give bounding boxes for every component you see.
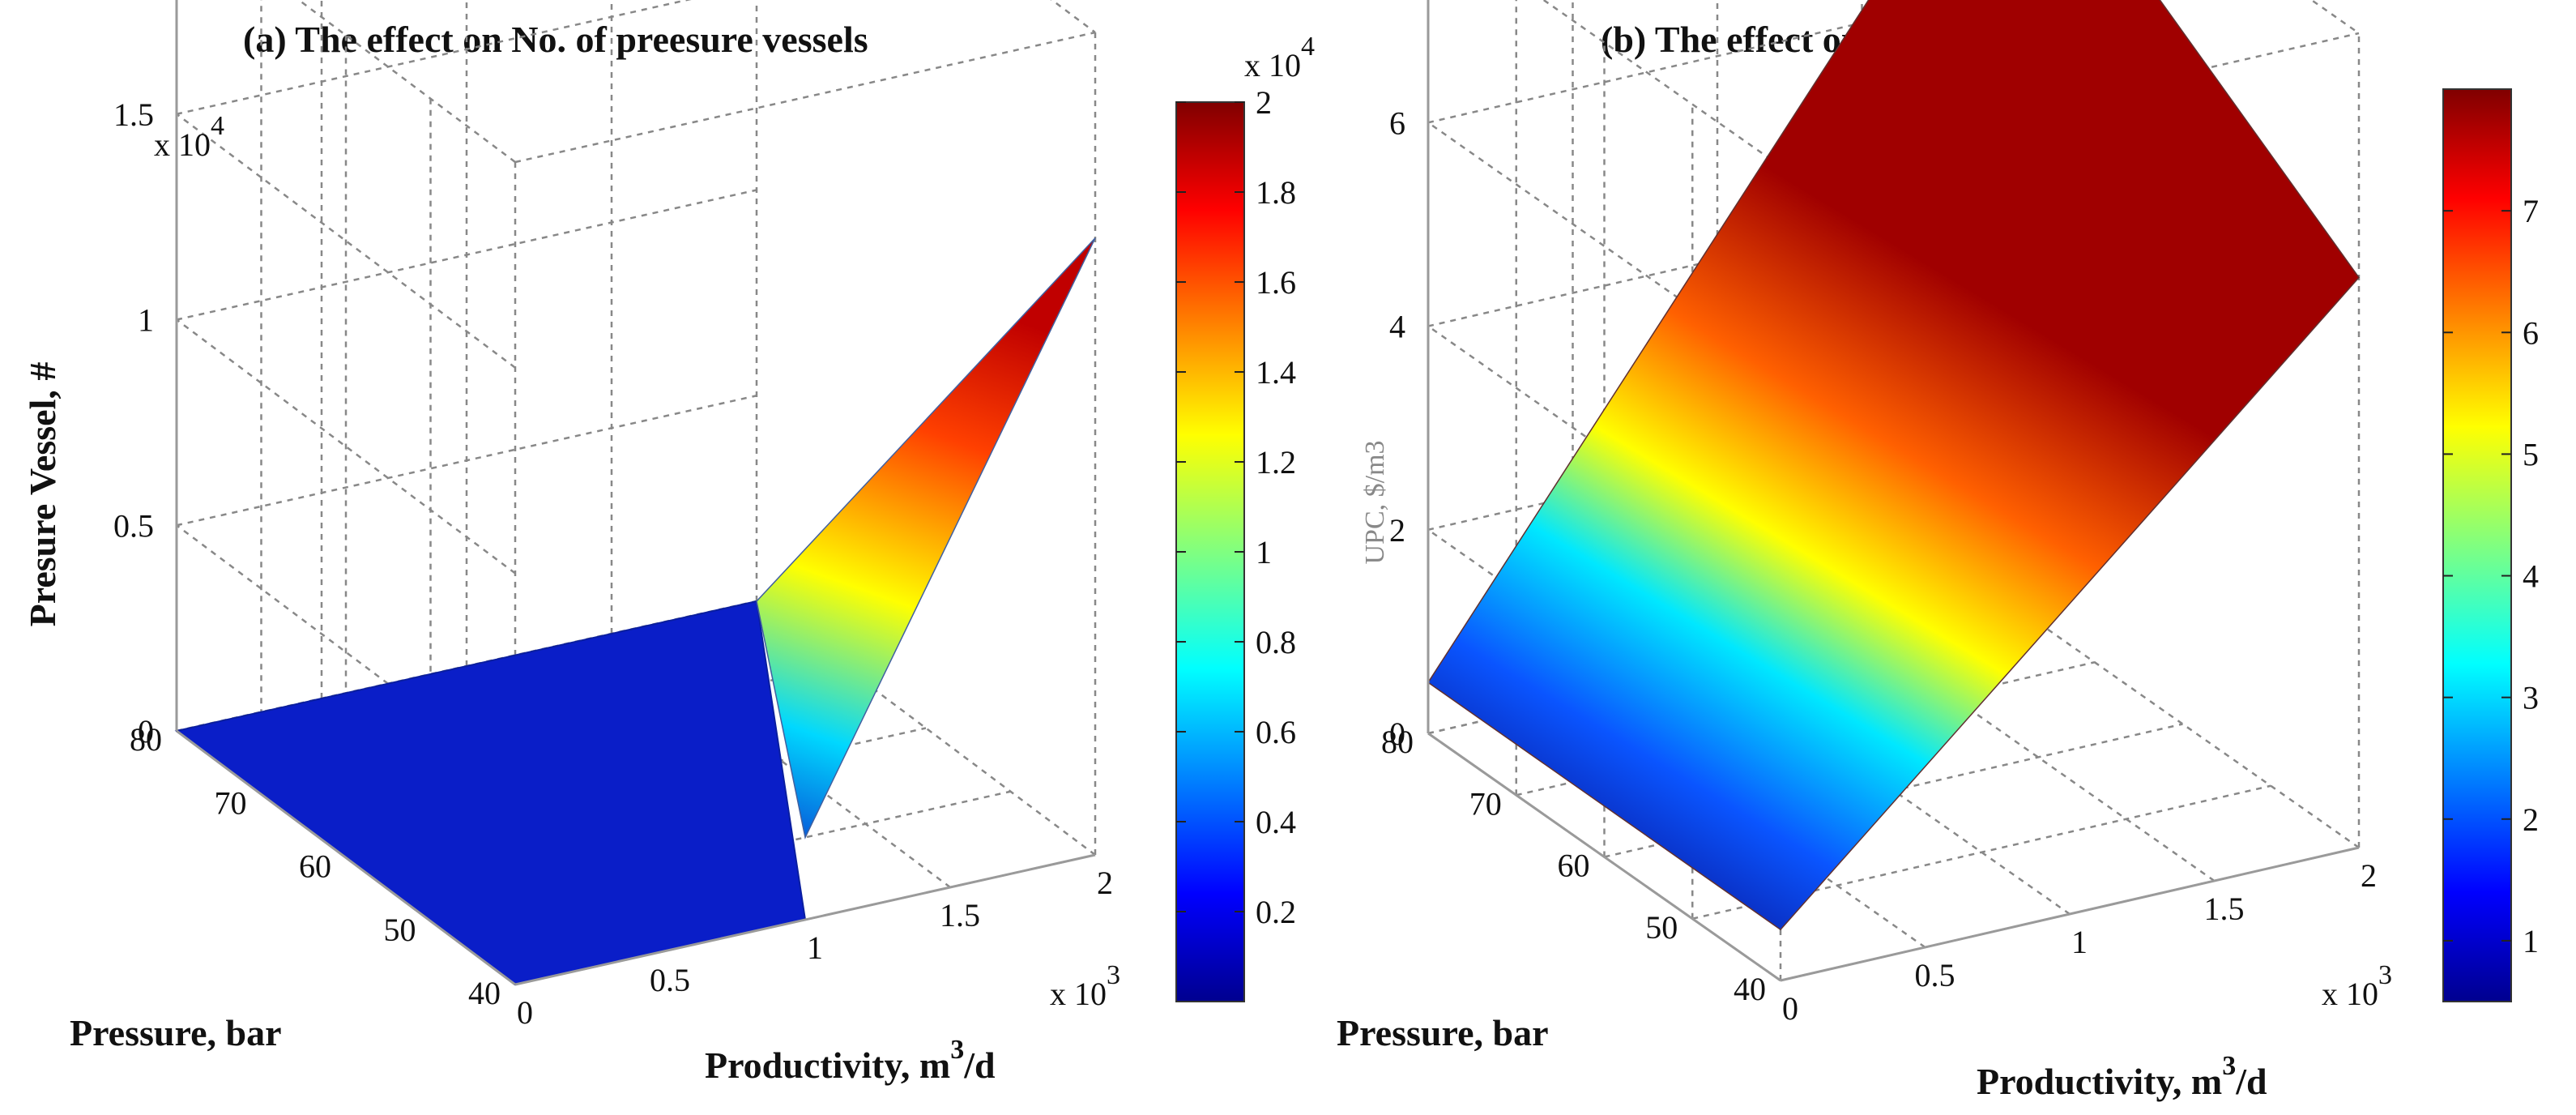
box-edge bbox=[514, 31, 1096, 164]
x-tick-label: 1.5 bbox=[2204, 891, 2245, 927]
y-tick-label: 40 bbox=[1734, 971, 1766, 1007]
x-tick-label: 0 bbox=[517, 994, 533, 1031]
z-tick-label: 1.5 bbox=[113, 96, 154, 133]
colorbar-tick-label: 5 bbox=[2523, 436, 2539, 472]
z-axis-label-a: Presure Vessel, # bbox=[22, 362, 63, 627]
colorbar-tick-label: 0.6 bbox=[1256, 714, 1296, 750]
x-exponent-a: x 103 bbox=[1050, 960, 1120, 1012]
z-exponent-a: x 104 bbox=[154, 111, 224, 163]
grid-line bbox=[1691, 784, 2271, 920]
y-tick-label: 50 bbox=[384, 912, 416, 948]
x-exponent-b: x 103 bbox=[2322, 960, 2392, 1012]
grid-line bbox=[176, 189, 757, 321]
colorbar-tick-label: 2 bbox=[1256, 84, 1272, 121]
surface-b bbox=[1427, 0, 2360, 931]
grid-line bbox=[176, 0, 692, 115]
colorbar-tick-label: 1 bbox=[1256, 534, 1272, 570]
y-tick-label: 70 bbox=[1469, 785, 1502, 822]
colorbar-tick-label: 0.2 bbox=[1256, 894, 1296, 930]
z-tick-label: 4 bbox=[1389, 309, 1405, 345]
grid-line bbox=[1861, 632, 2216, 882]
panel-a: (a) The effect on No. of preesure vessel… bbox=[22, 0, 1315, 1086]
colorbar-tick-label: 2 bbox=[2523, 801, 2539, 838]
y-tick-label: 80 bbox=[1381, 724, 1414, 760]
title-a: (a) The effect on No. of preesure vessel… bbox=[243, 19, 868, 60]
colorbar-tick-label: 4 bbox=[2523, 558, 2539, 595]
colorbar-tick-label: 3 bbox=[2523, 680, 2539, 716]
x-tick-label: 0.5 bbox=[650, 962, 690, 998]
grid-line bbox=[176, 395, 757, 527]
x-tick-label: 2 bbox=[1097, 865, 1113, 901]
y-tick-label: 70 bbox=[215, 784, 247, 821]
x-tick-label: 0.5 bbox=[1915, 957, 1955, 993]
y-tick-label: 60 bbox=[1558, 848, 1590, 884]
grid-line bbox=[1427, 0, 1967, 124]
colorbar-tick-label: 0.4 bbox=[1256, 804, 1296, 840]
grid-line bbox=[1572, 698, 1926, 949]
colorbar-tick-label: 1.4 bbox=[1256, 354, 1296, 391]
grid-line bbox=[176, 113, 516, 369]
colorbar-tick-label: 7 bbox=[2523, 193, 2539, 229]
colorbar-tick-label: 1.8 bbox=[1256, 174, 1296, 211]
x-axis-line bbox=[1780, 846, 2360, 982]
surface-patch-flat bbox=[174, 600, 807, 986]
surface-patch-rising bbox=[756, 237, 1096, 839]
z-tick-label: 0.5 bbox=[113, 507, 154, 544]
grid-line bbox=[1542, 0, 1781, 168]
y-axis-label-a: Pressure, bar bbox=[70, 1012, 282, 1053]
colorbar-b bbox=[2442, 88, 2512, 1002]
x-axis-label-a: Productivity, m3/d bbox=[705, 1035, 996, 1086]
x-tick-label: 2 bbox=[2361, 857, 2377, 894]
colorbar-ticks-a: 0.2 0.4 0.6 0.8 1 1.2 1.4 1.6 1.8 2 bbox=[1176, 84, 1296, 930]
grid-line bbox=[296, 0, 516, 164]
y-tick-label: 60 bbox=[299, 848, 331, 885]
z-tick-label: 1 bbox=[138, 302, 154, 339]
colorbar-exponent-a: x 104 bbox=[1244, 32, 1315, 83]
z-axis-label-b: UPC, $/m3 bbox=[1360, 440, 1390, 564]
z-tick-label: 2 bbox=[1389, 512, 1405, 549]
x-tick-label: 1 bbox=[2071, 924, 2088, 960]
grid-line bbox=[2006, 599, 2360, 849]
colorbar-tick-label: 6 bbox=[2523, 314, 2539, 351]
panel-b: (b) The effect on UPC, $/m3 00.511.52405… bbox=[1337, 0, 2539, 1102]
colorbar-tick-label: 0.8 bbox=[1256, 624, 1296, 660]
colorbar-ticks-b: 1 2 3 4 5 6 7 bbox=[2443, 193, 2539, 959]
x-tick-label: 0 bbox=[1782, 990, 1798, 1027]
colorbar-tick-label: 1.2 bbox=[1256, 444, 1296, 481]
x-axis-label-b: Productivity, m3/d bbox=[1977, 1051, 2267, 1102]
x-tick-label: 1.5 bbox=[940, 897, 980, 933]
surface-patch bbox=[1427, 0, 2360, 931]
ticks-b: 00.511.52405060708002468 bbox=[1381, 0, 2377, 1027]
y-tick-label: 50 bbox=[1645, 909, 1678, 946]
y-axis-line bbox=[1427, 732, 1781, 982]
y-axis-label-b: Pressure, bar bbox=[1337, 1012, 1549, 1053]
z-tick-label: 0 bbox=[138, 713, 154, 750]
x-tick-label: 1 bbox=[807, 929, 823, 966]
x-axis-line bbox=[514, 853, 1096, 986]
y-axis-line bbox=[176, 729, 516, 986]
z-tick-label: 6 bbox=[1389, 105, 1405, 141]
colorbar-tick-label: 1.6 bbox=[1256, 264, 1296, 301]
z-tick-label: 0 bbox=[1389, 716, 1405, 752]
colorbar-a bbox=[1175, 101, 1245, 1002]
y-tick-label: 40 bbox=[468, 975, 501, 1011]
grid-line bbox=[1717, 665, 2071, 916]
grid-line bbox=[176, 318, 516, 575]
colorbar-tick-label: 1 bbox=[2523, 923, 2539, 959]
y-tick-label: 80 bbox=[130, 721, 162, 758]
